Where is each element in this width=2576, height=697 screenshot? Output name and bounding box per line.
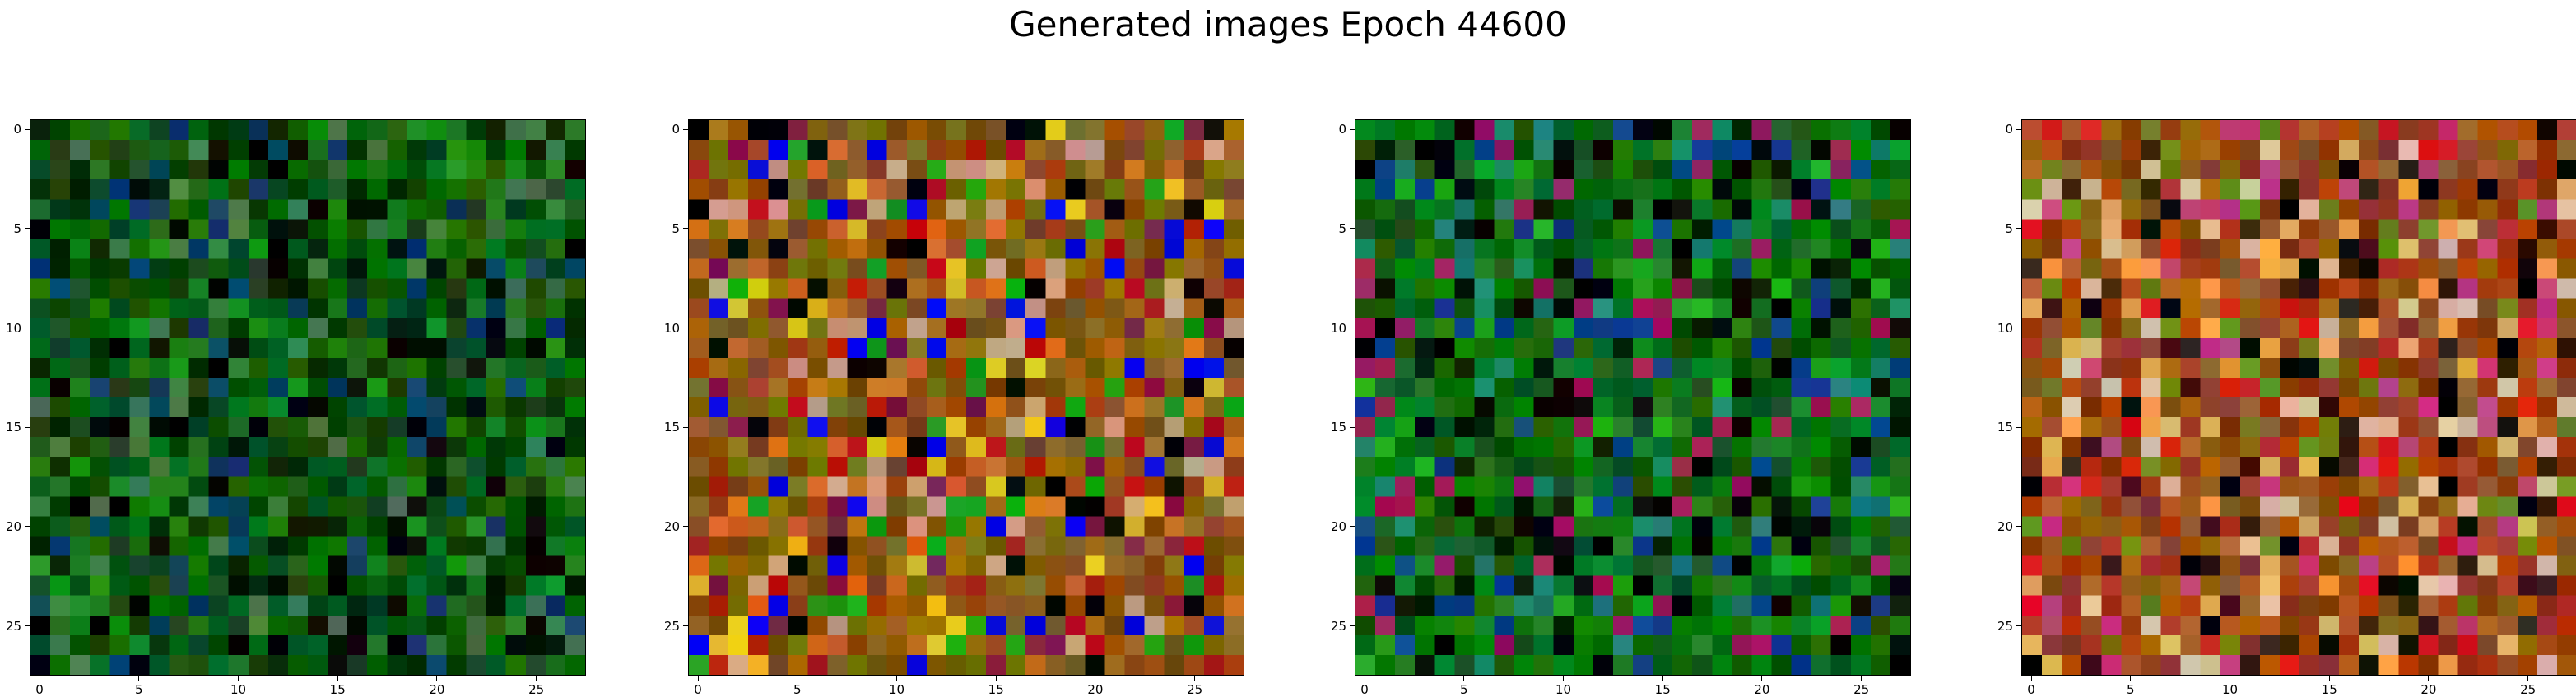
y-tick-mark xyxy=(1350,526,1355,527)
y-tick-label: 20 xyxy=(1330,518,1346,534)
y-tick-label: 10 xyxy=(5,320,21,336)
y-tick-label: 25 xyxy=(1997,618,2013,634)
x-tick-label: 10 xyxy=(2221,682,2239,697)
x-tick-mark xyxy=(995,676,997,681)
y-tick-mark xyxy=(1350,128,1355,130)
x-tick-label: 15 xyxy=(1654,682,1671,697)
y-tick-label: 0 xyxy=(1338,122,1346,137)
y-tick-label: 20 xyxy=(5,518,21,534)
y-tick-label: 10 xyxy=(1997,320,2013,336)
generated-image-2 xyxy=(688,119,1244,676)
x-tick-label: 15 xyxy=(2321,682,2337,697)
y-tick-mark xyxy=(2016,625,2021,627)
x-tick-label: 20 xyxy=(429,682,445,697)
x-tick-label: 0 xyxy=(35,682,44,697)
image-panel-4: 0 5 10 15 20 25 0 5 10 15 20 25 xyxy=(1997,119,2576,697)
y-tick-mark xyxy=(683,625,688,627)
y-tick-mark xyxy=(683,228,688,230)
generated-image-4 xyxy=(2021,119,2576,676)
y-tick-label: 10 xyxy=(1330,320,1346,336)
x-tick-label: 25 xyxy=(1187,682,1203,697)
y-tick-label: 5 xyxy=(1338,221,1346,236)
x-tick-mark xyxy=(238,676,239,681)
x-tick-mark xyxy=(2030,676,2032,681)
x-tick-label: 5 xyxy=(135,682,143,697)
x-tick-mark xyxy=(2328,676,2330,681)
x-tick-mark xyxy=(1563,676,1564,681)
y-tick-mark xyxy=(683,128,688,130)
y-tick-label: 15 xyxy=(663,420,680,435)
y-tick-label: 15 xyxy=(5,420,21,435)
y-tick-label: 25 xyxy=(663,618,680,634)
x-tick-label: 10 xyxy=(888,682,905,697)
y-tick-label: 5 xyxy=(2005,221,2013,236)
generated-image-3 xyxy=(1355,119,1911,676)
y-tick-mark xyxy=(2016,526,2021,527)
y-tick-mark xyxy=(25,526,30,527)
x-tick-label: 20 xyxy=(2420,682,2437,697)
y-tick-mark xyxy=(1350,426,1355,428)
x-tick-mark xyxy=(337,676,338,681)
x-tick-label: 0 xyxy=(2027,682,2035,697)
x-tick-mark xyxy=(896,676,897,681)
y-tick-label: 20 xyxy=(1997,518,2013,534)
y-tick-mark xyxy=(683,426,688,428)
x-tick-mark xyxy=(1194,676,1196,681)
x-tick-mark xyxy=(2428,676,2430,681)
image-panel-2: 0 5 10 15 20 25 0 5 10 15 20 25 xyxy=(664,119,1244,697)
x-tick-mark xyxy=(2527,676,2529,681)
x-tick-label: 0 xyxy=(1360,682,1369,697)
y-tick-label: 10 xyxy=(663,320,680,336)
y-tick-mark xyxy=(2016,128,2021,130)
y-tick-mark xyxy=(25,128,30,130)
y-tick-mark xyxy=(2016,426,2021,428)
y-tick-label: 5 xyxy=(672,221,680,236)
x-tick-mark xyxy=(138,676,140,681)
y-tick-label: 15 xyxy=(1330,420,1346,435)
x-tick-label: 20 xyxy=(1754,682,1770,697)
y-tick-mark xyxy=(1350,228,1355,230)
x-tick-label: 10 xyxy=(1555,682,1572,697)
x-tick-label: 10 xyxy=(230,682,247,697)
y-tick-label: 5 xyxy=(13,221,21,236)
x-tick-label: 5 xyxy=(2127,682,2135,697)
x-tick-label: 5 xyxy=(793,682,802,697)
figure-title: Generated images Epoch 44600 xyxy=(1009,4,1567,44)
x-tick-mark xyxy=(1463,676,1465,681)
image-panel-3: 0 5 10 15 20 25 0 5 10 15 20 25 xyxy=(1331,119,1911,697)
y-tick-mark xyxy=(683,526,688,527)
x-tick-mark xyxy=(436,676,438,681)
x-tick-mark xyxy=(536,676,537,681)
x-tick-label: 15 xyxy=(988,682,1004,697)
y-tick-label: 20 xyxy=(663,518,680,534)
y-tick-mark xyxy=(25,625,30,627)
y-tick-label: 0 xyxy=(13,122,21,137)
x-tick-label: 25 xyxy=(528,682,545,697)
x-tick-label: 20 xyxy=(1087,682,1104,697)
x-tick-label: 25 xyxy=(1853,682,1870,697)
y-tick-label: 15 xyxy=(1997,420,2013,435)
y-tick-mark xyxy=(2016,228,2021,230)
y-tick-label: 0 xyxy=(2005,122,2013,137)
x-tick-label: 15 xyxy=(329,682,346,697)
x-tick-mark xyxy=(1761,676,1763,681)
x-tick-mark xyxy=(2130,676,2132,681)
x-tick-label: 0 xyxy=(694,682,702,697)
y-tick-mark xyxy=(25,228,30,230)
generated-image-1 xyxy=(30,119,586,676)
y-tick-label: 25 xyxy=(5,618,21,634)
y-tick-label: 25 xyxy=(1330,618,1346,634)
x-tick-label: 25 xyxy=(2520,682,2536,697)
y-tick-label: 0 xyxy=(672,122,680,137)
x-tick-mark xyxy=(697,676,699,681)
x-tick-mark xyxy=(1662,676,1663,681)
x-tick-mark xyxy=(1861,676,1862,681)
image-panel-1: 0 5 10 15 20 25 0 5 10 15 20 25 xyxy=(6,119,586,697)
x-tick-label: 5 xyxy=(1460,682,1468,697)
y-tick-mark xyxy=(25,426,30,428)
y-tick-mark xyxy=(1350,625,1355,627)
